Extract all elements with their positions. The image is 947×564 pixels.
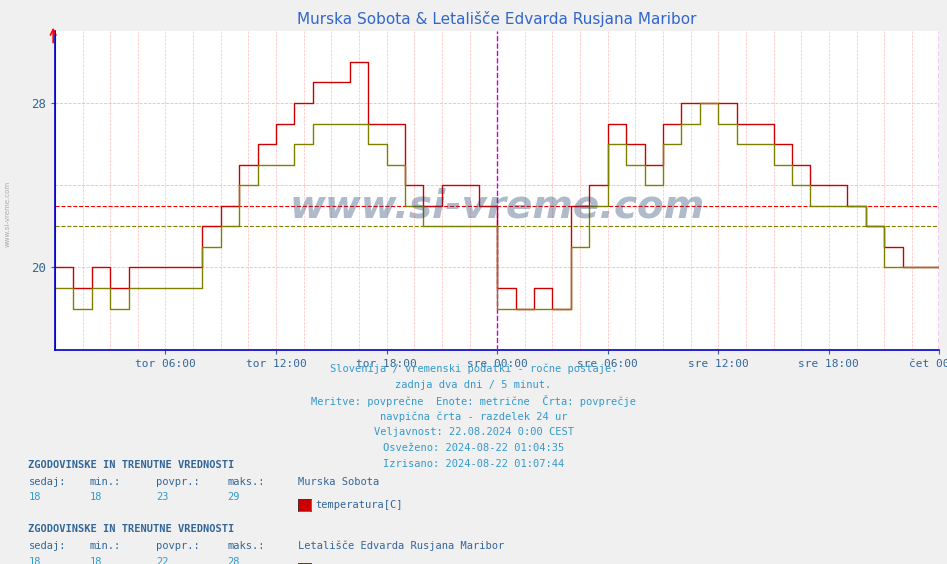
Text: sedaj:: sedaj: bbox=[28, 541, 66, 551]
Text: 18: 18 bbox=[90, 557, 102, 564]
Text: www.si-vreme.com: www.si-vreme.com bbox=[5, 181, 10, 248]
Text: povpr.:: povpr.: bbox=[156, 541, 200, 551]
Text: ZGODOVINSKE IN TRENUTNE VREDNOSTI: ZGODOVINSKE IN TRENUTNE VREDNOSTI bbox=[28, 460, 235, 470]
Text: 29: 29 bbox=[227, 492, 240, 503]
Text: maks.:: maks.: bbox=[227, 541, 265, 551]
Text: 18: 18 bbox=[90, 492, 102, 503]
Text: Osveženo: 2024-08-22 01:04:35: Osveženo: 2024-08-22 01:04:35 bbox=[383, 443, 564, 453]
Text: Izrisano: 2024-08-22 01:07:44: Izrisano: 2024-08-22 01:07:44 bbox=[383, 459, 564, 469]
Text: min.:: min.: bbox=[90, 477, 121, 487]
Text: ZGODOVINSKE IN TRENUTNE VREDNOSTI: ZGODOVINSKE IN TRENUTNE VREDNOSTI bbox=[28, 524, 235, 534]
Text: povpr.:: povpr.: bbox=[156, 477, 200, 487]
Text: zadnja dva dni / 5 minut.: zadnja dva dni / 5 minut. bbox=[396, 380, 551, 390]
Text: 18: 18 bbox=[28, 492, 41, 503]
Text: Veljavnost: 22.08.2024 0:00 CEST: Veljavnost: 22.08.2024 0:00 CEST bbox=[373, 427, 574, 437]
Text: www.si-vreme.com: www.si-vreme.com bbox=[290, 187, 705, 225]
Text: 22: 22 bbox=[156, 557, 169, 564]
Text: 23: 23 bbox=[156, 492, 169, 503]
Text: Slovenija / vremenski podatki - ročne postaje.: Slovenija / vremenski podatki - ročne po… bbox=[330, 364, 617, 374]
Text: Meritve: povprečne  Enote: metrične  Črta: povprečje: Meritve: povprečne Enote: metrične Črta:… bbox=[311, 395, 636, 407]
Text: min.:: min.: bbox=[90, 541, 121, 551]
Text: 18: 18 bbox=[28, 557, 41, 564]
Text: navpična črta - razdelek 24 ur: navpična črta - razdelek 24 ur bbox=[380, 411, 567, 422]
Text: Murska Sobota: Murska Sobota bbox=[298, 477, 380, 487]
Text: sedaj:: sedaj: bbox=[28, 477, 66, 487]
Title: Murska Sobota & Letališče Edvarda Rusjana Maribor: Murska Sobota & Letališče Edvarda Rusjan… bbox=[297, 11, 697, 27]
Text: temperatura[C]: temperatura[C] bbox=[315, 500, 402, 510]
Text: 28: 28 bbox=[227, 557, 240, 564]
Text: maks.:: maks.: bbox=[227, 477, 265, 487]
Text: Letališče Edvarda Rusjana Maribor: Letališče Edvarda Rusjana Maribor bbox=[298, 541, 505, 552]
